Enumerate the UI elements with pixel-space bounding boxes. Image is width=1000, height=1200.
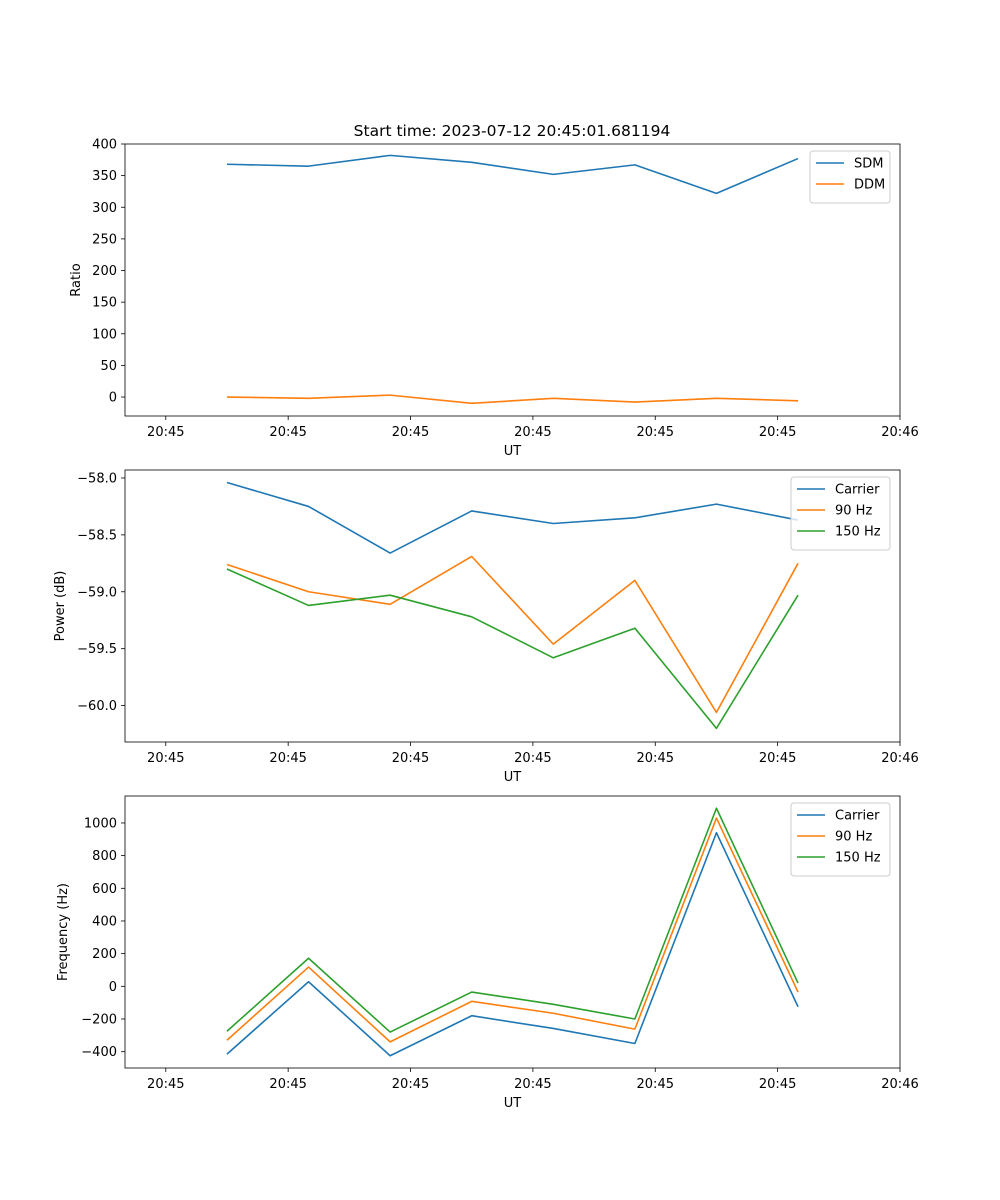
legend-label-ddm: DDM bbox=[854, 178, 885, 193]
ratio-panel: 20:45 20:45 20:45 20:45 20:45 20:45 20:46 0 50 10… bbox=[69, 138, 919, 460]
y-tick-label: 0 bbox=[109, 980, 117, 995]
series-line-90-hz bbox=[226, 555, 799, 714]
x-tick-label: 20:45 bbox=[514, 1077, 551, 1092]
y-axis-label: Power (dB) bbox=[53, 571, 68, 642]
y-tick-label: 100 bbox=[92, 327, 117, 342]
y-tick-label: −59.5 bbox=[77, 642, 117, 657]
legend-label-90-hz: 90 Hz bbox=[835, 504, 872, 519]
plot-frame bbox=[124, 795, 901, 1069]
y-tick-label: 200 bbox=[92, 264, 117, 279]
x-tick-label: 20:45 bbox=[392, 751, 429, 766]
x-tick-label: 20:45 bbox=[637, 425, 674, 440]
y-tick-label: 250 bbox=[92, 232, 117, 247]
x-tick-label: 20:45 bbox=[269, 1077, 306, 1092]
series-line-carrier bbox=[226, 481, 799, 554]
y-tick-label: −400 bbox=[81, 1045, 117, 1060]
x-tick-label: 20:45 bbox=[147, 1077, 184, 1092]
x-tick-label: 20:45 bbox=[514, 425, 551, 440]
x-tick-label: 20:46 bbox=[881, 1077, 918, 1092]
y-tick-label: 300 bbox=[92, 201, 117, 216]
legend-label-90-hz: 90 Hz bbox=[835, 830, 872, 845]
legend: Carrier 90 Hz 150 Hz bbox=[790, 476, 891, 551]
x-tick-label: 20:45 bbox=[147, 751, 184, 766]
x-tick-label: 20:45 bbox=[759, 1077, 796, 1092]
legend-label-150-hz: 150 Hz bbox=[835, 851, 881, 866]
series-line-carrier bbox=[226, 831, 799, 1057]
y-tick-label: 350 bbox=[92, 169, 117, 184]
y-axis-label: Ratio bbox=[69, 263, 84, 296]
x-tick-label: 20:46 bbox=[881, 751, 918, 766]
series-line-150-hz bbox=[226, 568, 799, 730]
y-tick-label: 400 bbox=[92, 138, 117, 153]
x-tick-label: 20:46 bbox=[881, 425, 918, 440]
y-tick-label: −59.0 bbox=[77, 585, 117, 600]
x-tick-label: 20:45 bbox=[759, 751, 796, 766]
x-tick-label: 20:45 bbox=[269, 751, 306, 766]
series-line-90-hz bbox=[226, 817, 799, 1043]
series-line-ddm bbox=[226, 394, 799, 405]
plot-frame bbox=[124, 469, 901, 743]
legend-label-sdm: SDM bbox=[854, 157, 883, 172]
y-tick-label: 50 bbox=[100, 359, 117, 374]
legend: SDM DDM bbox=[809, 150, 891, 204]
legend-box bbox=[809, 150, 891, 204]
y-tick-label: 200 bbox=[92, 947, 117, 962]
y-tick-label: 1000 bbox=[84, 816, 117, 831]
x-tick-label: 20:45 bbox=[637, 751, 674, 766]
y-axis-label: Frequency (Hz) bbox=[56, 883, 71, 981]
y-tick-label: −200 bbox=[81, 1012, 117, 1027]
x-tick-label: 20:45 bbox=[514, 751, 551, 766]
y-tick-label: −58.5 bbox=[77, 528, 117, 543]
x-tick-label: 20:45 bbox=[392, 425, 429, 440]
series-line-150-hz bbox=[226, 807, 799, 1033]
y-tick-label: 400 bbox=[92, 914, 117, 929]
series-line-sdm bbox=[226, 154, 799, 195]
legend-label-carrier: Carrier bbox=[835, 483, 880, 498]
y-tick-label: 600 bbox=[92, 882, 117, 897]
y-tick-label: −60.0 bbox=[77, 699, 117, 714]
x-tick-label: 20:45 bbox=[759, 425, 796, 440]
chart-title: Start time: 2023-07-12 20:45:01.681194 bbox=[354, 122, 671, 140]
y-tick-label: 0 bbox=[109, 391, 117, 406]
plot-frame bbox=[124, 143, 901, 417]
legend: Carrier 90 Hz 150 Hz bbox=[790, 802, 891, 877]
frequency-panel: 20:45 20:45 20:45 20:45 20:45 20:45 20:46 −400 −… bbox=[56, 795, 919, 1111]
y-tick-label: 800 bbox=[92, 849, 117, 864]
x-axis-label: UT bbox=[504, 444, 522, 459]
legend-label-carrier: Carrier bbox=[835, 809, 880, 824]
x-tick-label: 20:45 bbox=[147, 425, 184, 440]
x-axis-label: UT bbox=[504, 770, 522, 785]
x-axis-label: UT bbox=[504, 1096, 522, 1111]
x-tick-label: 20:45 bbox=[392, 1077, 429, 1092]
y-tick-label: −58.0 bbox=[77, 471, 117, 486]
power-panel: 20:45 20:45 20:45 20:45 20:45 20:45 20:46 −58.0… bbox=[53, 469, 919, 785]
x-tick-label: 20:45 bbox=[637, 1077, 674, 1092]
legend-label-150-hz: 150 Hz bbox=[835, 525, 881, 540]
y-tick-label: 150 bbox=[92, 296, 117, 311]
x-tick-label: 20:45 bbox=[269, 425, 306, 440]
